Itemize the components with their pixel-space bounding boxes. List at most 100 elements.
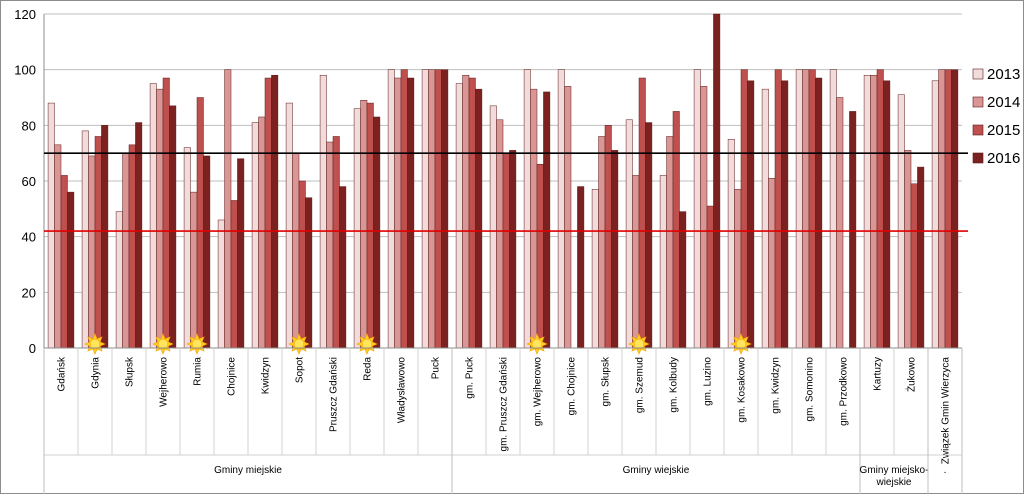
sun-icon xyxy=(288,333,310,355)
bar-2014-3 xyxy=(156,88,164,349)
y-tick-label: 120 xyxy=(14,7,36,22)
bar-2014-10 xyxy=(394,77,402,349)
bar-2016-8 xyxy=(339,186,347,349)
bar-2014-9 xyxy=(360,100,368,349)
category-label: gm. Kwidzyn xyxy=(771,357,782,414)
bar-2014-15 xyxy=(564,86,572,349)
bar-2014-21 xyxy=(768,177,776,349)
bar-2015-3 xyxy=(162,77,170,349)
bar-2013-12 xyxy=(455,83,463,349)
bar-2015-20 xyxy=(740,69,748,349)
bar-2014-14 xyxy=(530,88,538,349)
bar-2014-26 xyxy=(938,69,946,349)
sun-icon xyxy=(84,333,106,355)
bar-2014-13 xyxy=(496,119,504,349)
category-label: Reda xyxy=(363,357,374,381)
bar-2013-14 xyxy=(523,69,531,349)
category-label: Związek Gmin Wierzyca xyxy=(941,357,952,465)
bar-2016-20 xyxy=(747,80,755,349)
bar-2014-17 xyxy=(632,175,640,349)
legend-swatch-2013 xyxy=(972,68,984,80)
bar-2016-0 xyxy=(67,191,75,349)
group-label: Gminy miejsko-wiejskie xyxy=(860,465,929,488)
bar-2016-12 xyxy=(475,88,483,349)
category-label: Władysławowo xyxy=(397,357,408,424)
legend-swatch-2014 xyxy=(972,96,984,108)
x-axis: Gdańsk Gdynia Słupsk Wejherowo Rumia Chojnice… xyxy=(43,347,963,494)
group-label: Gminy miejskie xyxy=(214,465,282,476)
y-tick-label: 20 xyxy=(22,285,36,300)
bar-2016-9 xyxy=(373,116,381,349)
bar-2013-6 xyxy=(251,122,259,349)
category-label: gm. Chojnice xyxy=(567,357,578,416)
bar-2014-19 xyxy=(700,86,708,349)
category-label: gm. Pruszcz Gdański xyxy=(499,357,510,451)
group-label-line: Gminy miejsko- xyxy=(860,465,929,476)
bar-2013-22 xyxy=(795,69,803,349)
bar-2015-2 xyxy=(128,144,136,349)
bar-2013-15 xyxy=(557,69,565,349)
bar-2013-17 xyxy=(625,119,633,349)
bar-2016-17 xyxy=(645,122,653,349)
sun-icon xyxy=(356,333,378,355)
bar-2013-25 xyxy=(897,94,905,349)
sun-core xyxy=(89,338,101,350)
bar-2014-4 xyxy=(190,191,198,349)
bar-2014-24 xyxy=(870,74,878,349)
bar-2016-5 xyxy=(237,158,245,349)
bar-2013-23 xyxy=(829,69,837,349)
y-tick-label: 0 xyxy=(29,341,36,356)
bar-2013-13 xyxy=(489,105,497,349)
bar-2015-7 xyxy=(298,180,306,349)
group-label: Gminy wiejskie xyxy=(623,465,690,476)
bar-2014-8 xyxy=(326,141,334,349)
bar-2013-16 xyxy=(591,189,599,349)
bar-2013-1 xyxy=(81,130,89,349)
bar-2014-25 xyxy=(904,150,912,349)
y-axis: 0 20 40 60 80 100 120 xyxy=(14,7,45,356)
category-label: gm. Wejherowo xyxy=(533,357,544,427)
bar-2016-6 xyxy=(271,74,279,349)
bar-2015-6 xyxy=(264,77,272,349)
bar-2015-22 xyxy=(808,69,816,349)
bar-2013-24 xyxy=(863,74,871,349)
sun-core xyxy=(157,338,169,350)
category-label: gm. Słupsk xyxy=(601,356,612,406)
bar-2016-2 xyxy=(135,122,143,349)
category-label: Słupsk xyxy=(125,356,136,387)
bar-2013-9 xyxy=(353,108,361,349)
category-label: gm. Somonino xyxy=(805,357,816,422)
category-label: gm. Puck xyxy=(465,356,476,399)
y-tick-label: 80 xyxy=(22,118,36,133)
bar-2015-5 xyxy=(230,200,238,349)
bar-2015-8 xyxy=(332,136,340,349)
bar-2014-5 xyxy=(224,69,232,349)
bar-2013-11 xyxy=(421,69,429,349)
bar-2014-2 xyxy=(122,152,130,349)
bar-2013-21 xyxy=(761,88,769,349)
sun-core xyxy=(633,338,645,350)
bar-2015-26 xyxy=(944,69,952,349)
sun-core xyxy=(361,338,373,350)
legend: 2013 2014 2015 2016 xyxy=(972,66,1020,167)
bar-2015-19 xyxy=(706,205,714,349)
bar-2016-22 xyxy=(815,77,823,349)
bar-2014-18 xyxy=(666,136,674,349)
bar-2015-21 xyxy=(774,69,782,349)
bar-2014-6 xyxy=(258,116,266,349)
bar-2015-9 xyxy=(366,102,374,349)
legend-label: 2015 xyxy=(987,122,1020,139)
bar-2016-11 xyxy=(441,69,449,349)
bar-2013-5 xyxy=(217,219,225,349)
bar-2016-14 xyxy=(543,91,551,349)
bar-2013-7 xyxy=(285,102,293,349)
bar-2014-0 xyxy=(54,144,62,349)
category-label: gm. Szemud xyxy=(635,357,646,413)
bar-2015-16 xyxy=(604,125,612,349)
category-label: Rumia xyxy=(193,357,204,386)
sun-core xyxy=(191,338,203,350)
category-label: Pruszcz Gdański xyxy=(329,357,340,432)
bars xyxy=(47,13,959,349)
bar-2013-3 xyxy=(149,83,157,349)
bar-2013-2 xyxy=(115,211,123,349)
